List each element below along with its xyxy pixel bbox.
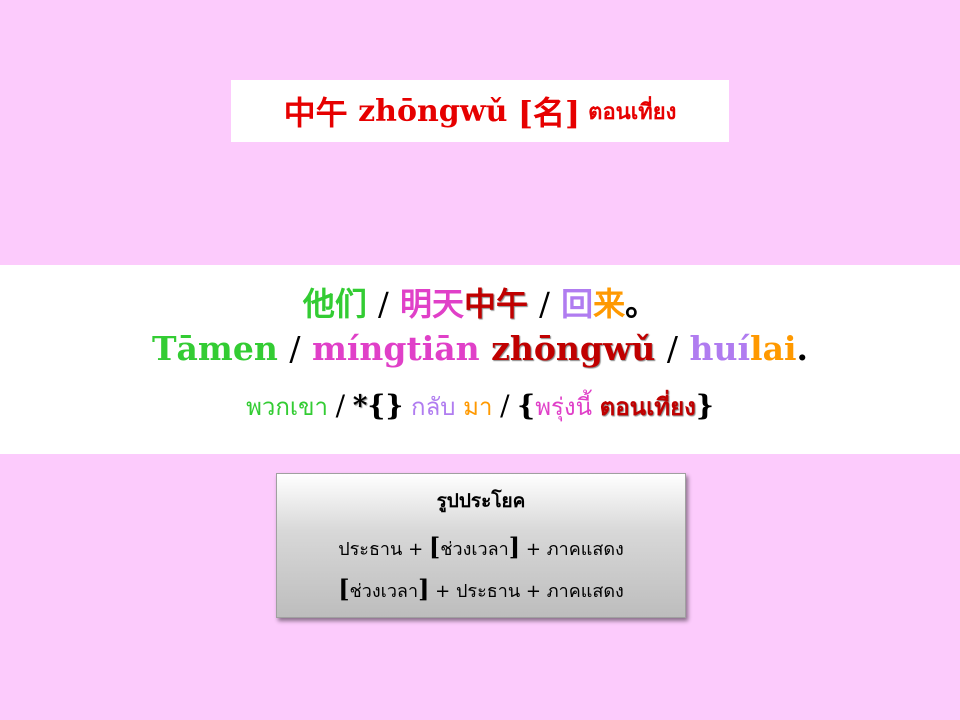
p1-subject: ประธาน (338, 539, 403, 560)
pinyin-sep-1: / (289, 329, 301, 368)
hanzi-period: 。 (625, 285, 658, 323)
sentence-pattern-box: รูปประโยค ประธาน + [ช่วงเวลา] + ภาคแสดง … (276, 473, 686, 618)
p1-plus-1: + (408, 539, 424, 560)
title-hanzi: 中午 (283, 94, 348, 132)
thai-open-brace: { (517, 389, 536, 422)
pinyin-come: lai (750, 329, 797, 368)
thai-empty-braces: {} (367, 389, 404, 422)
title-pos: [名] (517, 94, 581, 132)
pinyin-subject: Tāmen (151, 329, 278, 368)
pattern-row-2: [ช่วงเวลา] + ประธาน + ภาคแสดง (277, 574, 685, 605)
p2-subject: ประธาน (455, 581, 521, 602)
hanzi-tomorrow: 明天 (399, 285, 464, 323)
thai-noon: ตอนเที่ยง (599, 393, 696, 421)
p2-plus-2: + (525, 581, 541, 602)
hanzi-come: 来 (593, 285, 626, 323)
title-pinyin: zhōngwǔ (358, 93, 508, 129)
example-thai-line: พวกเขา / *{} กลับ มา / {พรุ่งนี้ ตอนเที่… (0, 387, 960, 426)
p1-time: ช่วงเวลา (440, 539, 509, 560)
example-band: 他们 / 明天中午 / 回来。 Tāmen / míngtiān zhōngwǔ… (0, 265, 960, 454)
thai-tomorrow: พรุ่งนี้ (535, 393, 593, 421)
p2-time: ช่วงเวลา (349, 581, 419, 602)
hanzi-subject: 他们 (302, 285, 367, 323)
hanzi-sep-1: / (378, 285, 389, 323)
thai-subject: พวกเขา (246, 393, 328, 421)
thai-come: มา (463, 393, 493, 421)
pinyin-sep-2: / (666, 329, 678, 368)
pinyin-tomorrow: míngtiān (311, 329, 480, 368)
pattern-title: รูปประโยค (436, 490, 526, 512)
vocab-title-box: 中午 zhōngwǔ [名] ตอนเที่ยง (231, 80, 729, 142)
example-pinyin-line: Tāmen / míngtiān zhōngwǔ / huílai. (0, 329, 960, 368)
p1-bracket-open: [ (428, 532, 441, 561)
thai-sep-1: / (335, 389, 346, 422)
p2-plus-1: + (435, 581, 451, 602)
p2-predicate: ภาคแสดง (546, 581, 624, 602)
example-hanzi-line: 他们 / 明天中午 / 回来。 (0, 279, 960, 325)
title-thai: ตอนเที่ยง (588, 99, 677, 125)
pattern-row-1: ประธาน + [ช่วงเวลา] + ภาคแสดง (277, 532, 685, 563)
p2-bracket-close: ] (418, 574, 430, 603)
pinyin-period: . (796, 329, 809, 368)
thai-return: กลับ (411, 393, 456, 421)
thai-sep-2: / (500, 389, 510, 422)
p1-predicate: ภาคแสดง (546, 539, 624, 560)
pinyin-return: huí (689, 329, 751, 368)
p1-plus-2: + (525, 539, 541, 560)
pinyin-noon: zhōngwǔ (491, 329, 656, 368)
p1-bracket-close: ] (508, 532, 521, 561)
hanzi-sep-2: / (539, 285, 550, 323)
p2-bracket-open: [ (338, 574, 350, 603)
thai-close-brace: } (695, 389, 714, 422)
hanzi-noon: 中午 (463, 285, 528, 323)
hanzi-return: 回 (561, 285, 594, 323)
thai-star: * (352, 389, 368, 422)
